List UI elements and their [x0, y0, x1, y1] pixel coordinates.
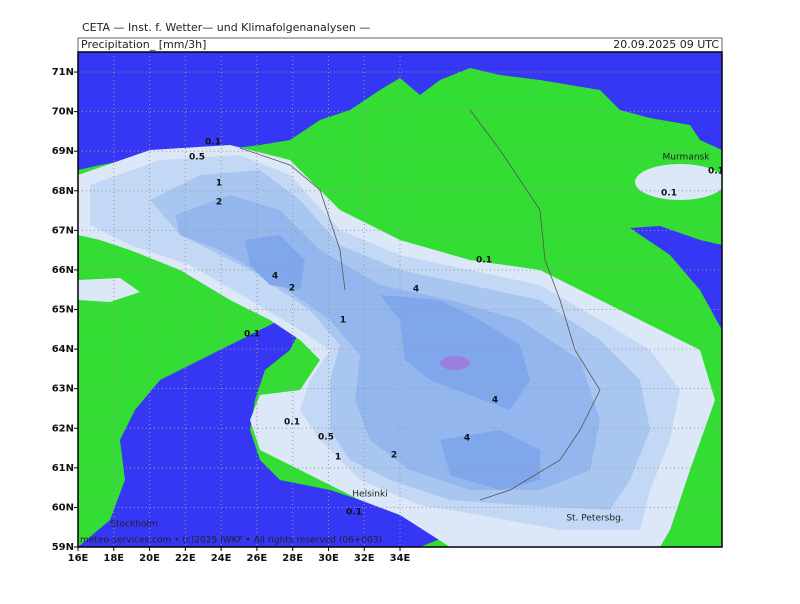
- precip-band: [78, 278, 140, 302]
- lat-tick-label: 67N: [52, 225, 74, 236]
- contour-label: 0.1: [708, 167, 724, 177]
- contour-label: 0.1: [244, 330, 260, 340]
- sea: [78, 52, 722, 170]
- contour-label: 1: [340, 316, 346, 326]
- contour-label: 0.1: [346, 508, 362, 518]
- lat-tick-label: 68N: [52, 186, 74, 197]
- lon-tick-label: 16E: [68, 553, 89, 564]
- lon-tick-label: 34E: [390, 553, 411, 564]
- lon-tick-label: 28E: [282, 553, 303, 564]
- contour-label: 4: [272, 272, 278, 282]
- contour-label: 0.5: [189, 153, 205, 163]
- contour-label: 1: [216, 179, 222, 189]
- contour-label: 0.1: [476, 256, 492, 266]
- parameter-label: Precipitation_ [mm/3h]: [81, 38, 206, 51]
- precip-peak: [440, 356, 470, 370]
- lon-tick-label: 22E: [175, 553, 196, 564]
- place-label: Helsinki: [352, 490, 387, 500]
- valid-time: 20.09.2025 09 UTC: [613, 38, 719, 51]
- precip-band: [245, 235, 540, 490]
- contour-label: 4: [464, 434, 470, 444]
- lon-tick-label: 18E: [103, 553, 124, 564]
- contour-label: 0.5: [318, 433, 334, 443]
- lon-tick-label: 32E: [354, 553, 375, 564]
- contour-label: 1: [335, 453, 341, 463]
- lat-tick-label: 59N: [52, 542, 74, 553]
- sea: [78, 320, 480, 547]
- lat-tick-label: 63N: [52, 384, 74, 395]
- lat-tick-label: 65N: [52, 305, 74, 316]
- lon-tick-label: 30E: [318, 553, 339, 564]
- contour-label: 0.1: [284, 418, 300, 428]
- lat-tick-label: 61N: [52, 463, 74, 474]
- place-label: Stockholm: [110, 520, 157, 530]
- place-label: Murmansk: [663, 153, 711, 163]
- contour-label: 0.1: [205, 138, 221, 148]
- lon-tick-label: 24E: [211, 553, 232, 564]
- contour-label: 4: [413, 285, 419, 295]
- contour-label: 2: [289, 284, 295, 294]
- place-label: St. Petersbg.: [566, 514, 623, 524]
- header-title: CETA — Inst. f. Wetter— und Klimafolgena…: [82, 21, 370, 34]
- map-area: Murmansk Helsinki Stockholm St. Petersbg. 0.…: [78, 52, 724, 547]
- contour-label: 0.1: [661, 189, 677, 199]
- border: [239, 109, 601, 501]
- lat-tick-label: 60N: [52, 502, 74, 513]
- contour-label: 2: [216, 198, 222, 208]
- lat-tick-label: 70N: [52, 107, 74, 118]
- lon-tick-label: 26E: [247, 553, 268, 564]
- lon-tick-label: 20E: [139, 553, 160, 564]
- precip-band: [635, 164, 722, 200]
- contour-label: 4: [492, 396, 498, 406]
- lat-tick-label: 66N: [52, 265, 74, 276]
- lat-tick-label: 69N: [52, 146, 74, 157]
- contour-label: 2: [391, 451, 397, 461]
- lat-tick-label: 64N: [52, 344, 74, 355]
- sea: [630, 226, 722, 330]
- footer: meteo-services.com • (c)2025 IWKF • All …: [80, 536, 382, 546]
- lat-tick-label: 71N: [52, 67, 74, 78]
- lat-tick-label: 62N: [52, 423, 74, 434]
